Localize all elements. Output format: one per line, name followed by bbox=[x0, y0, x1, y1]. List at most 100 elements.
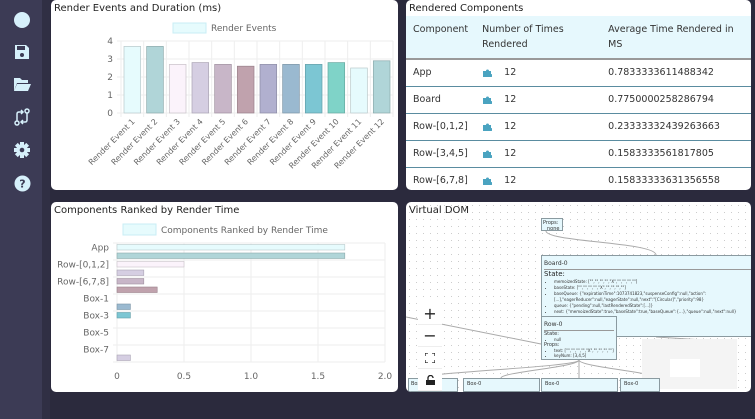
folder-open-icon[interactable] bbox=[13, 75, 31, 93]
component-name: Board bbox=[406, 86, 476, 114]
fit-view-button[interactable] bbox=[418, 347, 442, 369]
component-name: App bbox=[406, 59, 476, 87]
column-header: Number of Times Rendered bbox=[475, 16, 602, 60]
render-events-panel: Render Events and Duration (ms) Render E… bbox=[51, 0, 398, 190]
bar bbox=[116, 286, 158, 293]
average-time: 0.23333332439263663 bbox=[601, 113, 751, 141]
column-header: Average Time Rendered in MS bbox=[601, 16, 751, 60]
node-title: Box-0 bbox=[467, 381, 482, 387]
prop-item: text: ["","","","","X","","","",""] bbox=[554, 348, 614, 353]
state-item: next: {"memoizedState":true,"baseState":… bbox=[554, 309, 751, 315]
y-tick-label: Box-7 bbox=[83, 346, 109, 356]
lock-button[interactable] bbox=[418, 369, 442, 391]
zoom-out-button[interactable]: − bbox=[418, 325, 442, 347]
average-time: 0.7833333611488342 bbox=[601, 59, 751, 87]
props-label: Props: bbox=[544, 342, 560, 348]
table-row[interactable]: Board 12 0.7750000258286794 bbox=[406, 86, 751, 114]
component-name: Row-[0,1,2] bbox=[406, 113, 476, 141]
y-tick-label: App bbox=[91, 244, 109, 254]
ranked-panel: Components Ranked by Render Time Compone… bbox=[51, 202, 398, 392]
bar bbox=[116, 244, 346, 251]
bar bbox=[259, 64, 278, 114]
lock-icon bbox=[425, 374, 435, 385]
y-tick-label: Row-[6,7,8] bbox=[57, 278, 109, 288]
table-row[interactable]: Row-[0,1,2] 12 0.23333332439263663 bbox=[406, 113, 751, 141]
x-tick-label: 0 bbox=[114, 372, 120, 382]
legend-label: Render Events bbox=[211, 24, 277, 34]
panel-title: Rendered Components bbox=[409, 3, 524, 14]
y-tick-label: 2 bbox=[107, 73, 113, 83]
state-label: State: bbox=[544, 331, 559, 337]
state-label: State: bbox=[544, 270, 565, 278]
panel-title: Components Ranked by Render Time bbox=[54, 205, 240, 216]
zoom-in-button[interactable]: + bbox=[418, 303, 442, 325]
svg-text:?: ? bbox=[19, 177, 25, 190]
table-row[interactable]: Row-[6,7,8] 12 0.15833333631356558 bbox=[406, 167, 751, 190]
node-title: Box-0 bbox=[545, 381, 560, 387]
render-count: 12 bbox=[504, 121, 517, 132]
y-tick-label: 0 bbox=[107, 109, 113, 119]
bar bbox=[350, 67, 368, 114]
vdom-minimap[interactable] bbox=[642, 339, 737, 389]
virtual-dom-panel: Virtual DOM Props:none Board-0 State: me… bbox=[406, 202, 751, 392]
bar bbox=[214, 64, 232, 114]
gear-icon[interactable] bbox=[13, 141, 31, 159]
y-tick-label: Row-[0,1,2] bbox=[57, 261, 109, 271]
bar bbox=[304, 64, 323, 114]
circle-icon[interactable] bbox=[13, 11, 31, 29]
vdom-node-box[interactable]: Box-0 bbox=[541, 378, 618, 392]
bar bbox=[327, 62, 346, 114]
render-count-cell: 12 bbox=[475, 167, 602, 190]
table-row[interactable]: App 12 0.7833333611488342 bbox=[406, 59, 751, 87]
table-row[interactable]: Row-[3,4,5] 12 0.1583333561817805 bbox=[406, 140, 751, 168]
y-tick-label: 4 bbox=[107, 37, 113, 47]
y-tick-label: 1 bbox=[107, 91, 113, 101]
puzzle-icon bbox=[483, 123, 493, 131]
help-icon[interactable]: ? bbox=[13, 174, 31, 192]
panel-title: Virtual DOM bbox=[409, 205, 470, 216]
render-count: 12 bbox=[504, 67, 517, 79]
vdom-node-box[interactable]: Box-0 bbox=[620, 378, 660, 392]
legend-label: Components Ranked by Render Time bbox=[161, 226, 328, 236]
rendered-components-panel: Rendered Components Component Number of … bbox=[406, 0, 751, 190]
state-item: null bbox=[554, 337, 614, 342]
bar bbox=[116, 312, 131, 319]
state-item: baseState: ["","","","","X","","","",""] bbox=[554, 285, 751, 291]
y-tick-label: Box-5 bbox=[83, 329, 109, 339]
render-count-cell: 12 bbox=[475, 140, 602, 168]
render-count: 12 bbox=[504, 175, 517, 186]
node-title: Box-0 bbox=[624, 381, 639, 387]
column-header: Component bbox=[406, 16, 476, 60]
vdom-node-box[interactable]: Box-0 bbox=[463, 378, 540, 392]
node-title: Row-0 bbox=[544, 319, 614, 331]
bar bbox=[116, 354, 131, 361]
git-compare-icon[interactable] bbox=[13, 108, 31, 126]
vdom-node-root[interactable]: Props: none bbox=[541, 218, 563, 232]
bar bbox=[282, 64, 300, 114]
average-time: 0.15833333631356558 bbox=[601, 167, 751, 190]
sidebar: ? bbox=[0, 0, 42, 419]
bar bbox=[191, 62, 210, 114]
bar bbox=[123, 46, 142, 114]
legend-swatch bbox=[122, 223, 157, 236]
vdom-node-board[interactable]: Board-0 State: memoizedState: ["","","",… bbox=[541, 255, 751, 337]
render-count: 12 bbox=[504, 94, 517, 105]
y-tick-label: Box-3 bbox=[83, 312, 109, 322]
node-title: Board-0 bbox=[544, 258, 751, 270]
ranked-chart: Components Ranked by Render Time 0 0.5 1.0 1… bbox=[57, 223, 393, 382]
render-count-cell: 12 bbox=[475, 86, 602, 114]
puzzle-icon bbox=[483, 177, 493, 185]
fit-view-icon bbox=[425, 352, 435, 363]
props-label: Props: bbox=[543, 220, 559, 226]
vdom-node-row[interactable]: Row-0 State: null Props: text: ["","",""… bbox=[541, 316, 617, 360]
components-table: Component Number of Times Rendered Avera… bbox=[406, 16, 751, 190]
x-tick-label: 1.0 bbox=[244, 372, 259, 382]
save-icon[interactable] bbox=[13, 43, 31, 61]
x-tick-label: 2.0 bbox=[378, 372, 393, 382]
average-time: 0.7750000258286794 bbox=[601, 86, 751, 114]
y-tick-label: Box-1 bbox=[83, 295, 109, 305]
prop-item: keyNum: [3,4,5] bbox=[554, 353, 614, 358]
bar bbox=[116, 261, 185, 268]
state-item: memoizedState: ["","","","","X","","",""… bbox=[554, 279, 751, 285]
